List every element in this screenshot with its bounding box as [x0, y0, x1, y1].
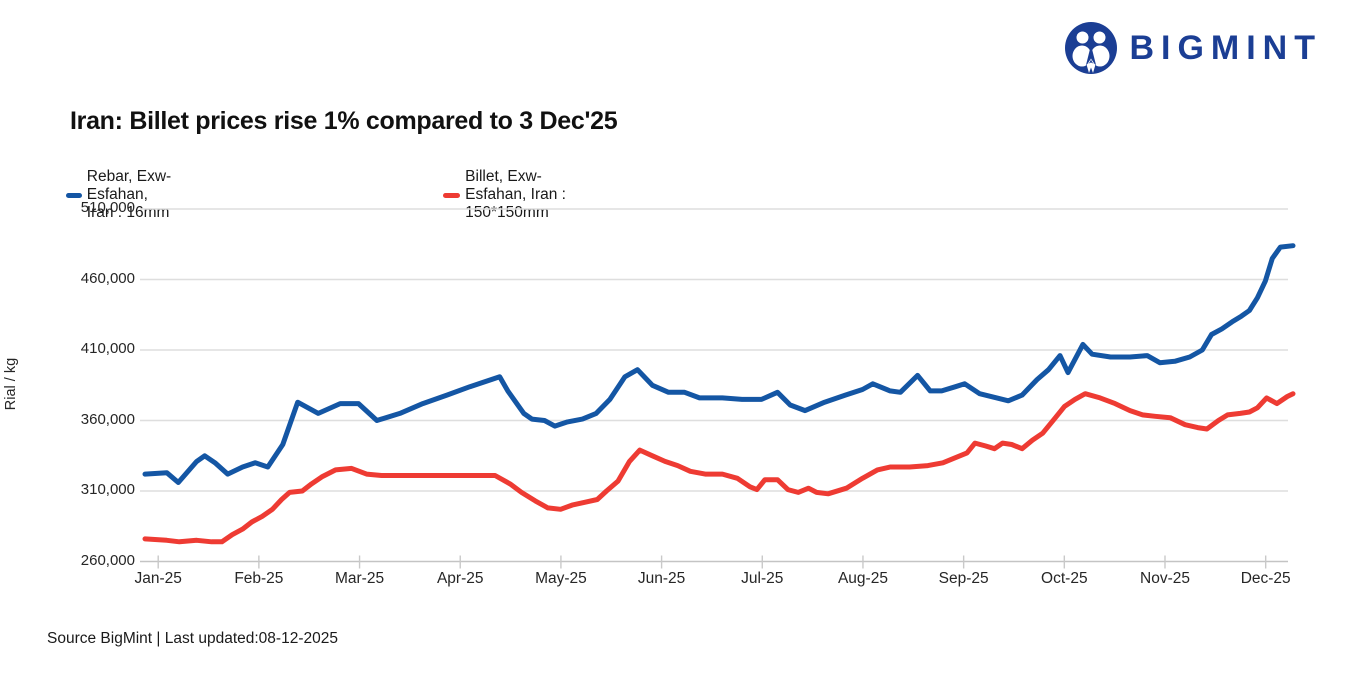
x-tick-label: Jul-25: [741, 570, 784, 587]
x-tick-label: Sep-25: [938, 570, 989, 587]
y-tick-label: 310,000: [80, 481, 135, 498]
y-tick-label: 510,000: [80, 199, 135, 216]
legend-item-billet: Billet, Exw-Esfahan, Iran : 150*150mm: [443, 168, 574, 222]
x-tick-label: Dec-25: [1240, 570, 1291, 587]
x-tick-label: Nov-25: [1140, 570, 1190, 587]
source-note: Source BigMint | Last updated:08-12-2025: [47, 630, 338, 647]
x-tick-label: Jun-25: [637, 570, 686, 587]
x-tick-label: May-25: [535, 570, 587, 587]
bigmint-logo-text: BIGMINT: [1129, 28, 1322, 67]
x-tick-label: Feb-25: [234, 570, 284, 587]
x-tick-label: Apr-25: [436, 570, 484, 587]
legend-label-rebar: Rebar, Exw-Esfahan, Iran : 16mm: [86, 168, 172, 221]
rebar-line-swatch: [66, 192, 82, 198]
y-tick-label: 460,000: [80, 269, 135, 287]
bigmint-logo: BIGMINT: [1065, 22, 1322, 74]
rebar-price-line: [142, 243, 1296, 485]
y-tick-label: 360,000: [80, 410, 135, 428]
legend-item-rebar: Rebar, Exw-Esfahan, Iran : 16mm: [66, 168, 174, 222]
x-tick-label: Aug-25: [837, 570, 888, 587]
billet-line-swatch: [443, 192, 461, 198]
y-tick-label: 410,000: [80, 340, 135, 357]
chart-title: Iran: Billet prices rise 1% compared to …: [70, 107, 618, 135]
y-tick-label: 260,000: [80, 551, 135, 569]
x-tick-label: Mar-25: [334, 570, 385, 587]
x-tick-label: Oct-25: [1041, 570, 1088, 587]
legend-label-billet: Billet, Exw-Esfahan, Iran : 150*150mm: [465, 168, 566, 221]
bigmint-logo-icon: [1065, 22, 1118, 74]
x-tick-label: Jan-25: [134, 570, 182, 587]
billet-price-line: [142, 391, 1296, 545]
